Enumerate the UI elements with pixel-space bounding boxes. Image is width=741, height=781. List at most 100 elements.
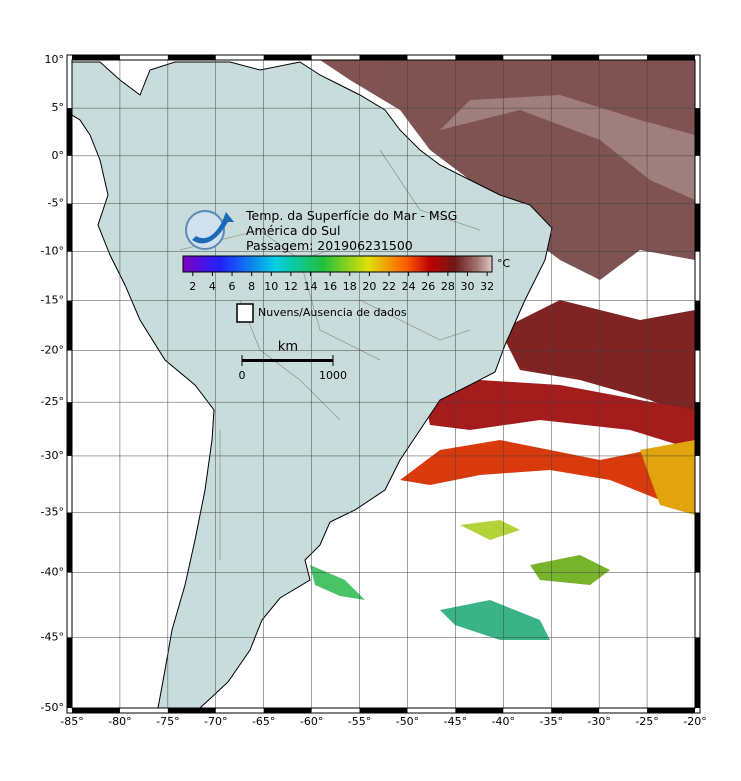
axis-labels: -85° -80° -75° -70° -65° -60° -55° -50° -45° -40°… xyxy=(41,53,707,728)
colorbar-tick-label: 16 xyxy=(323,280,337,293)
colorbar-tick-label: 12 xyxy=(284,280,298,293)
frame-segment xyxy=(695,512,700,573)
frame-segment xyxy=(455,708,504,713)
scale-line xyxy=(242,359,333,362)
legend-label: Nuvens/Ausencia de dados xyxy=(258,306,407,319)
title-line: Passagem: 201906231500 xyxy=(246,238,413,253)
x-tick-label: -30° xyxy=(587,715,610,728)
sst-patch xyxy=(400,440,695,510)
sst-patch xyxy=(440,95,695,200)
sst-patch xyxy=(640,440,695,515)
sst-patch xyxy=(440,600,550,640)
sst-patch xyxy=(460,520,520,540)
sst-patch xyxy=(500,300,695,420)
frame-segment xyxy=(695,402,700,456)
colorbar-tick-label: 26 xyxy=(421,280,435,293)
x-tick-label: -60° xyxy=(300,715,323,728)
colorbar-tick-label: 30 xyxy=(460,280,474,293)
colorbar-ticks: 2 4 6 8 10 12 14 16 18 20 22 24 26 28 30 32 xyxy=(189,272,494,293)
x-tick-label: -25° xyxy=(635,715,658,728)
frame-segment xyxy=(359,55,408,60)
colorbar-tick-label: 32 xyxy=(480,280,494,293)
borders xyxy=(179,149,481,560)
colorbar-tick-label: 20 xyxy=(362,280,376,293)
frame-segment xyxy=(67,402,72,456)
map-area xyxy=(72,60,695,708)
frame-segment xyxy=(647,708,695,713)
colorbar-tick-label: 18 xyxy=(343,280,357,293)
y-tick-label: 10° xyxy=(45,53,65,66)
sst-patch xyxy=(425,380,695,450)
frame-segment xyxy=(67,512,72,573)
x-tick-label: -45° xyxy=(444,715,467,728)
frame-segment xyxy=(67,108,72,156)
colorbar-tick-label: 28 xyxy=(441,280,455,293)
colorbar-tick-label: 22 xyxy=(382,280,396,293)
frame-segment xyxy=(67,637,72,708)
colorbar xyxy=(182,255,493,273)
y-tick-label: 0° xyxy=(52,149,65,162)
y-tick-label: -40° xyxy=(41,566,64,579)
sst-field xyxy=(310,60,695,640)
scale-bar: 0 1000 xyxy=(239,355,347,382)
scale-label: 0 xyxy=(239,369,246,382)
y-tick-label: -30° xyxy=(41,449,64,462)
cloud-swatch xyxy=(236,303,254,323)
title-line: América do Sul xyxy=(246,223,340,238)
frame-segment xyxy=(695,108,700,156)
colorbar-tick-label: 14 xyxy=(304,280,318,293)
title-line: Temp. da Superfície do Mar - MSG xyxy=(245,208,457,223)
scale-label: 1000 xyxy=(319,369,347,382)
frame-segment xyxy=(695,637,700,708)
y-tick-label: -25° xyxy=(41,395,64,408)
colorbar-tick-label: 10 xyxy=(264,280,278,293)
y-tick-label: -15° xyxy=(41,294,64,307)
legend-box: Temp. da Superfície do Mar - MSG América… xyxy=(182,208,511,382)
colorbar-tick-label: 24 xyxy=(402,280,416,293)
colorbar-tick-label: 6 xyxy=(229,280,236,293)
y-tick-label: -45° xyxy=(41,630,64,643)
frame-segment xyxy=(167,708,216,713)
x-tick-label: -85° xyxy=(60,715,83,728)
graticule xyxy=(72,60,695,708)
frame-segment xyxy=(263,55,312,60)
frame-segment xyxy=(167,55,216,60)
colorbar-tick-label: 2 xyxy=(189,280,196,293)
x-tick-label: -80° xyxy=(108,715,131,728)
frame-segment xyxy=(72,55,120,60)
sst-patch xyxy=(530,555,610,585)
scale-unit: km xyxy=(278,340,298,355)
frame-segment xyxy=(67,300,72,351)
x-tick-label: -40° xyxy=(492,715,515,728)
frame-segment xyxy=(551,708,600,713)
x-tick-label: -70° xyxy=(204,715,227,728)
colorbar-tick-label: 8 xyxy=(248,280,255,293)
y-tick-label: -35° xyxy=(41,505,64,518)
x-tick-label: -65° xyxy=(252,715,275,728)
x-tick-label: -35° xyxy=(539,715,562,728)
frame-segment xyxy=(647,55,695,60)
colorbar-tick-label: 4 xyxy=(209,280,216,293)
y-tick-label: -20° xyxy=(41,344,64,357)
x-tick-label: -20° xyxy=(683,715,706,728)
y-tick-label: -50° xyxy=(41,701,64,714)
map-frame xyxy=(66,54,701,714)
frame-segment xyxy=(695,203,700,252)
frame-segment xyxy=(551,55,600,60)
frame-outline xyxy=(66,54,701,714)
frame-segment xyxy=(455,55,504,60)
x-tick-label: -50° xyxy=(396,715,419,728)
frame-segment xyxy=(67,203,72,252)
x-tick-label: -75° xyxy=(156,715,179,728)
frame-segment xyxy=(359,708,408,713)
sst-patch xyxy=(310,565,365,600)
y-tick-label: 5° xyxy=(52,101,65,114)
frame-inner xyxy=(71,59,696,709)
colorbar-unit: °C xyxy=(497,257,511,270)
y-tick-label: -5° xyxy=(48,197,64,210)
x-tick-label: -55° xyxy=(348,715,371,728)
frame-segment xyxy=(263,708,312,713)
logo-arrow xyxy=(192,212,234,244)
frame-segment xyxy=(695,300,700,351)
